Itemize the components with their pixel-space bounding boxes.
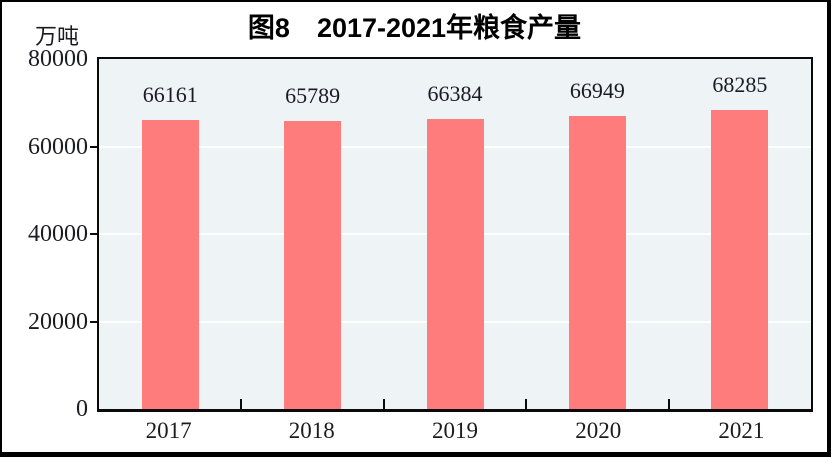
- bar-value-label-2020: 66949: [569, 78, 625, 104]
- bar-value-label-2019: 66384: [427, 80, 483, 106]
- x-axis-labels: 2017 2018 2019 2020 2021: [97, 418, 813, 443]
- category-2017: 66161: [99, 59, 241, 409]
- bar-2020: [568, 116, 626, 409]
- chart-title: 图8 2017-2021年粮食产量: [247, 13, 582, 43]
- y-tick-label-80000: 80000: [28, 46, 88, 72]
- y-axis: 0 20000 40000 60000 80000: [2, 47, 97, 421]
- bar-series: 66161 65789 66384 66949 68285: [99, 59, 811, 409]
- category-2018: 65789: [241, 59, 383, 409]
- y-tick-label-60000: 60000: [28, 133, 88, 160]
- bar-value-label-2021: 68285: [712, 72, 768, 98]
- category-2019: 66384: [384, 59, 526, 409]
- bar-2019: [426, 118, 484, 409]
- y-tick-mark-40000: [90, 233, 97, 235]
- x-tick-mark-2: [382, 399, 385, 409]
- y-tick-label-0: 0: [76, 396, 88, 422]
- y-tick-mark-20000: [90, 320, 97, 323]
- category-2021: 68285: [669, 59, 811, 409]
- y-tick-label-40000: 40000: [28, 221, 88, 247]
- y-tick-mark-60000: [90, 145, 97, 148]
- x-tick-label-2020: 2020: [575, 418, 622, 443]
- x-tick-mark-4: [667, 399, 670, 409]
- y-tick-label-20000: 20000: [28, 308, 88, 335]
- category-2020: 66949: [526, 59, 668, 409]
- bar-2017: [141, 119, 199, 409]
- x-tick-label-2021: 2021: [718, 418, 765, 443]
- x-tick-mark-1: [240, 399, 243, 409]
- bar-value-label-2017: 66161: [142, 81, 198, 107]
- bar-value-label-2018: 65789: [285, 83, 341, 109]
- x-tick-label-2019: 2019: [432, 418, 478, 443]
- bar-2018: [284, 121, 342, 409]
- x-tick-label-2017: 2017: [145, 418, 192, 443]
- x-tick-label-2018: 2018: [288, 418, 335, 443]
- x-tick-mark-3: [525, 399, 528, 409]
- bar-2021: [711, 110, 769, 409]
- plot-area: 66161 65789 66384 66949 68285: [97, 57, 813, 412]
- y-axis-unit-label: 万吨: [35, 24, 80, 49]
